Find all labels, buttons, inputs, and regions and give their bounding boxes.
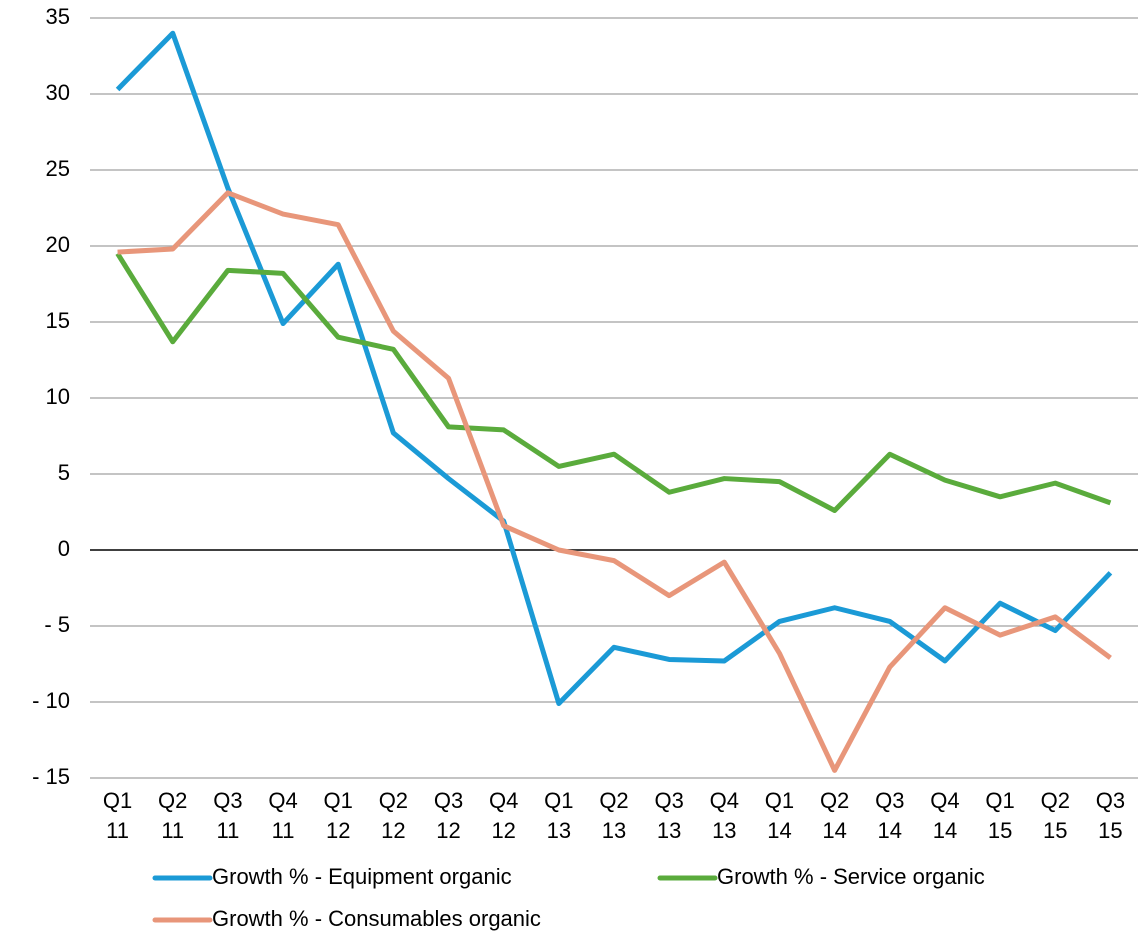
- legend-label: Growth % - Service organic: [717, 864, 985, 889]
- x-tick-label: Q1: [985, 788, 1014, 813]
- y-tick-label: - 5: [44, 612, 70, 637]
- x-tick-label: Q3: [875, 788, 904, 813]
- x-tick-label: 12: [381, 818, 405, 843]
- x-tick-label: 13: [712, 818, 736, 843]
- y-tick-label: 25: [46, 156, 70, 181]
- y-tick-label: 10: [46, 384, 70, 409]
- x-tick-label: Q1: [765, 788, 794, 813]
- x-tick-label: Q3: [213, 788, 242, 813]
- series-line: [115, 30, 1113, 707]
- x-tick-label: 15: [1098, 818, 1122, 843]
- x-tick-label: 15: [1043, 818, 1067, 843]
- x-tick-label: 15: [988, 818, 1012, 843]
- x-tick-label: 13: [657, 818, 681, 843]
- y-tick-label: 35: [46, 4, 70, 29]
- x-tick-label: 13: [602, 818, 626, 843]
- series-line: [117, 190, 1112, 773]
- x-tick-label: 13: [547, 818, 571, 843]
- x-tick-label: Q2: [158, 788, 187, 813]
- x-tick-label: 11: [216, 818, 239, 843]
- x-tick-label: Q1: [544, 788, 573, 813]
- y-tick-label: - 10: [32, 688, 70, 713]
- x-tick-label: 12: [326, 818, 350, 843]
- x-tick-label: 14: [767, 818, 791, 843]
- x-tick-label: 14: [822, 818, 846, 843]
- y-tick-label: - 15: [32, 764, 70, 789]
- x-tick-label: 11: [106, 818, 129, 843]
- y-tick-label: 5: [58, 460, 70, 485]
- x-tick-label: Q4: [710, 788, 739, 813]
- x-tick-label: Q2: [820, 788, 849, 813]
- x-tick-label: 14: [933, 818, 957, 843]
- series-line: [115, 252, 1112, 513]
- y-tick-label: 15: [46, 308, 70, 333]
- x-tick-label: Q2: [1041, 788, 1070, 813]
- x-tick-label: Q1: [324, 788, 353, 813]
- x-tick-label: Q3: [654, 788, 683, 813]
- x-tick-label: Q3: [434, 788, 463, 813]
- x-tick-label: 12: [491, 818, 515, 843]
- x-tick-label: Q2: [599, 788, 628, 813]
- legend-label: Growth % - Consumables organic: [212, 906, 541, 931]
- y-tick-label: 30: [46, 80, 70, 105]
- x-tick-label: 11: [161, 818, 184, 843]
- x-tick-label: 12: [436, 818, 460, 843]
- x-tick-label: Q3: [1096, 788, 1125, 813]
- x-tick-label: Q2: [379, 788, 408, 813]
- x-tick-label: Q4: [268, 788, 297, 813]
- y-tick-label: 20: [46, 232, 70, 257]
- legend-label: Growth % - Equipment organic: [212, 864, 512, 889]
- y-tick-label: 0: [58, 536, 70, 561]
- x-tick-label: 14: [878, 818, 902, 843]
- x-tick-label: Q1: [103, 788, 132, 813]
- x-tick-label: 11: [272, 818, 295, 843]
- x-tick-label: Q4: [930, 788, 959, 813]
- x-tick-label: Q4: [489, 788, 518, 813]
